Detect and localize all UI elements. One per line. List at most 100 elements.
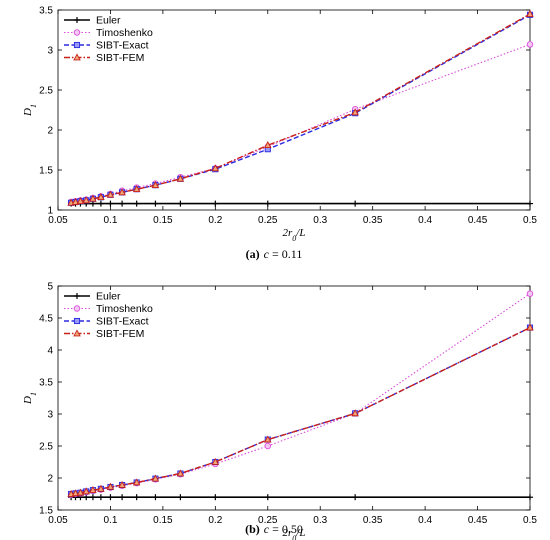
y-tick-label: 2.5 — [39, 86, 53, 97]
x-tick-label: 0.35 — [363, 215, 383, 226]
data-point — [211, 457, 220, 465]
y-tick-label: 2 — [47, 126, 53, 137]
y-tick-label: 3 — [47, 46, 53, 57]
x-axis-label: 2r0/L — [283, 527, 306, 540]
data-point — [151, 474, 160, 482]
data-point — [82, 487, 90, 495]
data-point — [264, 435, 272, 443]
legend-label: Euler — [96, 15, 121, 27]
y-tick-label: 1.5 — [39, 166, 53, 177]
series-line — [70, 13, 531, 204]
x-tick-label: 0.1 — [103, 215, 117, 226]
legend-label: SIBT-Exact — [96, 316, 149, 328]
series-timoshenko — [67, 41, 534, 206]
x-axis-label-tail: /L — [295, 227, 305, 239]
plot-frame — [57, 9, 531, 211]
data-point — [351, 409, 359, 417]
x-axis-label: 2r0/L — [283, 227, 306, 243]
data-point — [211, 164, 220, 172]
y-axis-label: D1 — [22, 104, 38, 117]
y-tick-label: 4 — [47, 346, 53, 357]
data-point — [264, 442, 272, 450]
legend-label: SIBT-Exact — [96, 40, 149, 52]
data-point — [89, 486, 97, 494]
caption-value: = 0.50 — [269, 522, 303, 536]
legend-label: SIBT-FEM — [96, 328, 144, 340]
y-tick-label: 3 — [47, 410, 53, 421]
x-tick-label: 0.35 — [363, 515, 383, 526]
caption-letter: (b) — [245, 522, 260, 536]
plot-frame — [57, 285, 531, 511]
y-tick-label: 3.5 — [39, 6, 53, 17]
y-tick-label: 1.5 — [39, 506, 53, 517]
y-axis-label-main: D — [22, 396, 34, 405]
data-point — [71, 489, 80, 497]
legend-label: Timoshenko — [96, 27, 153, 39]
caption-variable: c — [264, 522, 270, 536]
x-tick-label: 0.05 — [48, 215, 68, 226]
x-tick-label: 0.25 — [258, 515, 278, 526]
x-axis-label-sub: 0 — [292, 234, 296, 243]
series-line — [71, 43, 531, 203]
legend-swatch-marker — [73, 305, 81, 312]
caption-value: = 0.11 — [269, 247, 302, 261]
caption-variable: c — [264, 247, 270, 261]
y-tick-label: 3.5 — [39, 378, 53, 389]
data-point — [106, 482, 115, 490]
x-tick-label: 0.3 — [313, 215, 327, 226]
series-sibt-fem — [67, 323, 534, 497]
data-point — [176, 174, 185, 182]
x-axis-label-tail: /L — [295, 527, 305, 539]
data-point — [526, 41, 534, 48]
legend-swatch-marker — [73, 29, 81, 36]
series-sibt-exact — [68, 324, 534, 498]
data-point — [351, 108, 359, 116]
data-point — [89, 194, 97, 202]
legend-swatch-marker — [73, 329, 81, 337]
series-line — [71, 326, 531, 495]
data-point — [132, 478, 141, 486]
y-tick-label: 5 — [47, 282, 53, 293]
x-tick-label: 0.5 — [523, 215, 537, 226]
x-tick-label: 0.5 — [523, 515, 537, 526]
x-tick-label: 0.15 — [153, 215, 173, 226]
legend-label: Timoshenko — [96, 303, 153, 315]
series-euler — [68, 200, 533, 207]
data-point — [71, 197, 80, 205]
data-point — [97, 484, 105, 492]
x-tick-label: 0.1 — [103, 515, 117, 526]
data-point — [106, 190, 115, 198]
y-axis-label: D1 — [22, 392, 38, 405]
y-tick-label: 4.5 — [39, 314, 53, 325]
data-point — [118, 188, 126, 196]
x-tick-label: 0.4 — [418, 215, 432, 226]
data-point — [82, 196, 90, 204]
x-tick-label: 0.15 — [153, 515, 173, 526]
series-line — [71, 326, 531, 495]
x-axis-label-sub: 0 — [292, 534, 296, 540]
x-axis-label-main: 2r — [283, 227, 294, 239]
panel-caption: (a) c = 0.11 — [246, 247, 303, 261]
data-point — [176, 469, 185, 477]
x-tick-label: 0.45 — [468, 515, 488, 526]
data-point — [132, 185, 141, 193]
x-tick-label: 0.05 — [48, 515, 68, 526]
x-axis-label-main: 2r — [283, 527, 294, 539]
y-tick-label: 1 — [47, 206, 53, 217]
chart-panel-2: 0.05 0.1 0.15 0.2 0.25 0.3 0.35 0.4 0.45 0.5 1.5 2 2… — [22, 282, 537, 540]
chart-panel-1: 0.05 0.1 0.15 0.2 0.25 0.3 0.35 0.4 0.45 0.5 1 1.5 2… — [22, 6, 537, 262]
x-tick-label: 0.25 — [258, 215, 278, 226]
legend-label: Euler — [96, 291, 121, 303]
data-point — [264, 141, 272, 149]
y-tick-label: 2 — [47, 474, 53, 485]
legend-label: SIBT-FEM — [96, 52, 144, 64]
data-point — [526, 290, 534, 297]
legend-swatch-marker — [73, 317, 81, 325]
data-point — [118, 480, 126, 488]
x-tick-label: 0.2 — [208, 515, 222, 526]
data-point — [151, 181, 160, 189]
x-tick-label: 0.4 — [418, 515, 432, 526]
data-point — [526, 9, 534, 17]
